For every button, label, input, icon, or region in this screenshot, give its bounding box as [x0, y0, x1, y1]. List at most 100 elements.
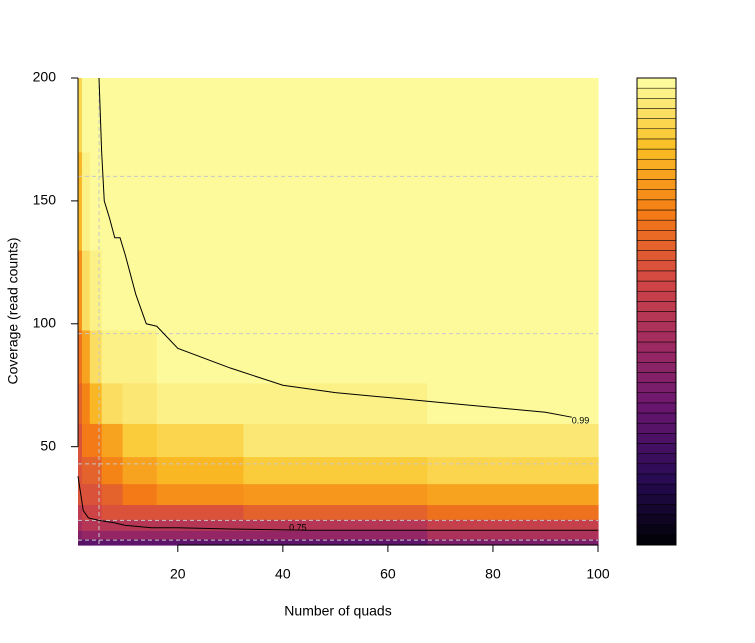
contour-label: 0.75	[289, 523, 307, 533]
x-tick-label: 60	[380, 566, 396, 582]
heat-cell	[427, 151, 599, 251]
x-tick-label: 80	[485, 566, 501, 582]
colorbar-segment	[636, 504, 677, 515]
heat-cell	[122, 483, 158, 506]
heat-cell	[427, 530, 599, 540]
colorbar-segment	[636, 148, 677, 160]
heat-cell	[122, 530, 158, 540]
heat-cell	[89, 151, 103, 251]
heat-cell	[78, 456, 83, 485]
heat-cell	[156, 78, 245, 153]
heat-cell	[101, 151, 124, 251]
heat-cell	[78, 151, 83, 251]
heat-cell	[101, 382, 124, 424]
y-tick-label: 100	[33, 314, 57, 330]
y-axis-label: Coverage (read counts)	[5, 237, 21, 384]
heat-cell	[156, 538, 245, 546]
heat-cell	[81, 538, 91, 546]
x-tick-label: 100	[586, 566, 610, 582]
heat-cell	[81, 329, 91, 384]
colorbar-segment	[636, 362, 677, 373]
x-tick-label: 40	[275, 566, 291, 582]
heat-cell	[243, 250, 428, 331]
colorbar-segment	[636, 280, 677, 292]
heat-cell	[81, 483, 91, 506]
colorbar-segment	[636, 351, 677, 363]
heat-cell	[427, 483, 599, 506]
colorbar-segment	[636, 493, 677, 505]
heat-cell	[81, 382, 91, 424]
y-tick-label: 200	[33, 69, 57, 85]
colorbar-segment	[636, 118, 677, 130]
heat-cell	[122, 538, 158, 546]
colorbar-segment	[636, 270, 677, 282]
heat-cell	[81, 78, 91, 153]
heat-cell	[156, 483, 245, 506]
colorbar-segment	[636, 382, 677, 393]
heat-cell	[101, 519, 124, 531]
colorbar-segment	[636, 108, 677, 119]
heat-cell	[156, 530, 245, 540]
heat-cell	[243, 483, 428, 506]
y-tick-label: 150	[33, 192, 57, 208]
heat-cell	[243, 538, 428, 546]
colorbar-segment	[636, 179, 677, 190]
heat-cell	[122, 382, 158, 424]
heat-cell	[101, 538, 124, 546]
heat-cell	[89, 530, 103, 540]
colorbar-segment	[636, 524, 677, 536]
colorbar-segment	[636, 422, 677, 434]
heat-cell	[78, 78, 83, 153]
heat-cell	[427, 504, 599, 520]
colorbar-segment	[636, 534, 677, 546]
heat-cell	[156, 456, 245, 485]
heat-cell	[101, 423, 124, 458]
x-axis-label: Number of quads	[284, 603, 391, 619]
colorbar-segment	[636, 514, 677, 525]
heat-cell	[81, 250, 91, 331]
colorbar-segment	[636, 230, 677, 241]
heat-cell	[427, 538, 599, 546]
heat-cell	[243, 504, 428, 520]
heat-cell	[81, 519, 91, 531]
colorbar-frame	[636, 77, 677, 546]
colorbar-segment	[636, 199, 677, 211]
heat-cell	[81, 423, 91, 458]
heat-cell	[101, 456, 124, 485]
heat-cell	[243, 530, 428, 540]
colorbar-segment	[636, 463, 677, 475]
heat-cell	[89, 456, 103, 485]
heat-cell	[78, 538, 83, 546]
x-tick-label: 20	[170, 566, 186, 582]
heat-cell	[156, 504, 245, 520]
colorbar-segment	[636, 341, 677, 353]
heat-cell	[427, 250, 599, 331]
colorbar-segment	[636, 433, 677, 444]
colorbar-segment	[636, 483, 677, 495]
heat-cell	[122, 504, 158, 520]
contour-label: 0.99	[572, 416, 590, 426]
colorbar-segment	[636, 311, 677, 322]
heat-cell	[81, 504, 91, 520]
heat-cell	[122, 78, 158, 153]
heat-cell	[78, 519, 83, 531]
heat-cell	[89, 382, 103, 424]
heat-cell	[89, 329, 103, 384]
contour-line	[98, 77, 572, 418]
colorbar-segment	[636, 98, 677, 109]
heat-cell	[243, 78, 428, 153]
heat-cell	[101, 250, 124, 331]
heat-cell	[101, 483, 124, 506]
heat-cell	[156, 151, 245, 251]
colorbar-segment	[636, 392, 677, 404]
colorbar-segment	[636, 138, 677, 150]
heat-cell	[78, 530, 83, 540]
colorbar-segment	[636, 169, 677, 180]
heat-cell	[101, 78, 124, 153]
colorbar-segment	[636, 331, 677, 343]
y-tick-label: 50	[40, 437, 56, 453]
heat-cell	[122, 519, 158, 531]
heat-cell	[89, 519, 103, 531]
heat-cell	[122, 329, 158, 384]
colorbar-segment	[636, 260, 677, 272]
